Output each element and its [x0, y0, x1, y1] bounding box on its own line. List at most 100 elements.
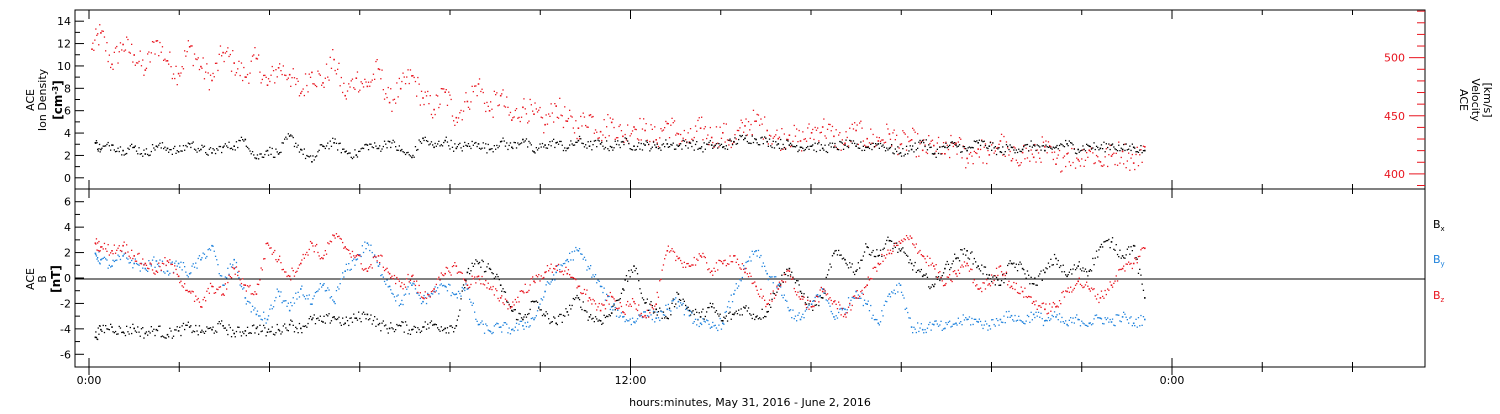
- bx-point: [412, 328, 414, 330]
- density-point: [250, 153, 252, 155]
- bx-point: [545, 311, 547, 313]
- bz-point: [332, 234, 334, 236]
- density-point: [240, 136, 243, 138]
- bx-point: [253, 324, 255, 326]
- by-point: [534, 317, 536, 319]
- density-point: [335, 142, 338, 144]
- bz-point: [841, 307, 843, 310]
- by-point: [540, 298, 542, 300]
- bz-point: [992, 282, 994, 284]
- bz-point: [1124, 270, 1126, 272]
- density-point: [267, 154, 270, 156]
- velocity-point: [780, 149, 782, 151]
- bz-point: [355, 255, 358, 257]
- velocity-point: [966, 157, 968, 160]
- by-point: [248, 301, 250, 303]
- density-point: [377, 147, 380, 150]
- density-point: [871, 148, 873, 151]
- density-point: [406, 152, 408, 154]
- velocity-point: [903, 132, 905, 134]
- by-point: [437, 287, 439, 289]
- bx-point: [594, 316, 597, 318]
- by-point: [337, 286, 339, 288]
- velocity-point: [814, 126, 816, 129]
- density-point: [126, 152, 128, 155]
- velocity-point: [951, 142, 953, 144]
- bz-point: [171, 263, 173, 265]
- density-point: [202, 146, 204, 148]
- bx-point: [367, 319, 370, 321]
- bx-point: [668, 307, 671, 309]
- by-point: [917, 322, 919, 324]
- velocity-point: [661, 130, 663, 132]
- bz-point: [1039, 305, 1041, 307]
- density-point: [159, 142, 161, 144]
- by-point: [425, 302, 428, 305]
- bx-point: [566, 311, 569, 313]
- bx-point: [1102, 246, 1104, 248]
- density-point: [808, 148, 810, 150]
- bz-point: [232, 266, 234, 269]
- by-point: [511, 328, 513, 331]
- by-point: [1002, 321, 1004, 324]
- velocity-point: [803, 138, 805, 141]
- bx-point: [259, 324, 261, 326]
- density-point: [831, 142, 834, 144]
- bx-point: [287, 330, 289, 332]
- by-point: [550, 281, 552, 283]
- by-point: [726, 306, 729, 308]
- by-point: [519, 320, 521, 322]
- bz-point: [614, 300, 616, 302]
- by-point: [1119, 320, 1121, 322]
- velocity-point: [492, 116, 494, 118]
- by-point: [585, 259, 587, 261]
- by-point: [623, 315, 625, 318]
- density-point: [1065, 139, 1067, 142]
- density-point: [503, 140, 505, 142]
- by-point: [316, 291, 318, 293]
- by-point: [555, 271, 557, 274]
- bx-point: [309, 315, 312, 318]
- velocity-point: [1020, 162, 1022, 164]
- velocity-point: [988, 154, 991, 156]
- velocity-point: [572, 127, 574, 129]
- by-point: [1067, 325, 1069, 327]
- density-point: [263, 156, 265, 158]
- bx-point: [365, 318, 367, 320]
- velocity-point: [676, 132, 678, 134]
- density-point: [1058, 144, 1061, 147]
- by-point: [571, 251, 573, 253]
- bz-point: [823, 288, 825, 290]
- density-point: [928, 144, 930, 146]
- velocity-point: [617, 137, 619, 139]
- bz-point: [401, 282, 403, 284]
- bz-point: [1066, 290, 1068, 293]
- bz-point: [578, 285, 581, 287]
- velocity-point: [713, 146, 715, 148]
- by-point: [777, 284, 780, 286]
- bx-point: [934, 283, 936, 285]
- density-point: [1021, 148, 1024, 151]
- density-point: [617, 140, 619, 142]
- bx-point: [829, 263, 831, 265]
- velocity-point: [158, 55, 160, 57]
- by-point: [750, 260, 752, 262]
- bz-point: [678, 257, 681, 259]
- by-point: [133, 262, 135, 265]
- bz-point: [627, 300, 629, 303]
- by-point: [834, 318, 836, 320]
- bz-point: [726, 263, 729, 265]
- velocity-point: [660, 128, 662, 130]
- by-point: [342, 272, 344, 274]
- by-point: [1030, 311, 1032, 313]
- bz-point: [1142, 247, 1145, 249]
- density-point: [281, 142, 283, 144]
- density-point: [601, 141, 603, 143]
- velocity-point: [139, 50, 141, 52]
- bx-point: [701, 311, 703, 313]
- velocity-point: [665, 120, 667, 123]
- density-point: [923, 142, 925, 144]
- by-point: [561, 265, 563, 267]
- density-point: [543, 146, 545, 148]
- bz-point: [108, 254, 110, 256]
